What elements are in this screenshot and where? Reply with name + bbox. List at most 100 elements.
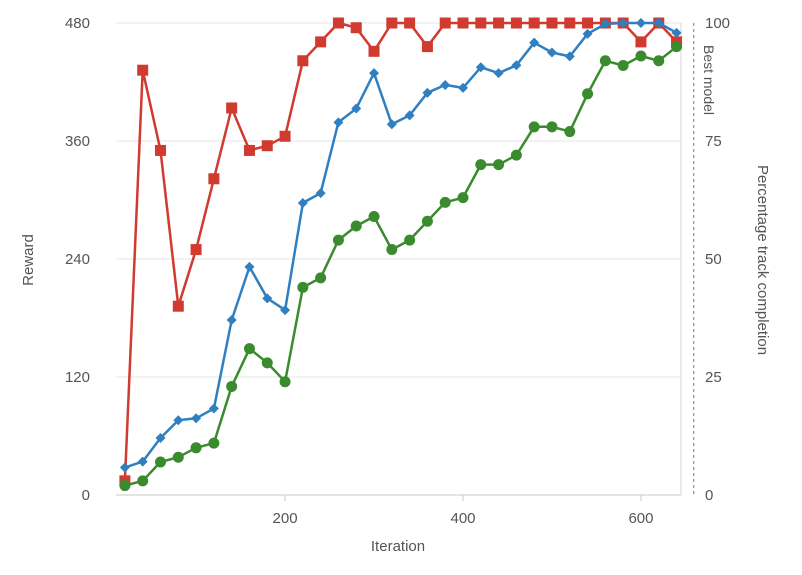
data-point-diamond: [511, 60, 522, 71]
data-point-square: [475, 17, 487, 29]
data-point-diamond: [564, 51, 575, 62]
data-point-circle: [564, 126, 576, 138]
data-point-square: [243, 144, 255, 156]
data-point-diamond: [671, 27, 682, 38]
data-point-circle: [226, 380, 238, 392]
data-point-circle: [421, 215, 433, 227]
data-point-square: [350, 22, 362, 34]
data-point-diamond: [155, 432, 166, 443]
data-point-square: [493, 17, 505, 29]
data-point-square: [315, 36, 327, 48]
data-point-square: [404, 17, 416, 29]
data-point-square: [564, 17, 576, 29]
data-point-circle: [386, 244, 398, 256]
data-point-diamond: [475, 62, 486, 73]
y-axis-title: Reward: [20, 234, 37, 286]
data-point-diamond: [635, 18, 646, 28]
tick-layer: 200 400 600 0 120 240 360 480 0 25 50 75 100: [65, 15, 730, 527]
y2-tick-label: 75: [705, 133, 722, 150]
data-point-diamond: [333, 117, 344, 128]
data-point-diamond: [173, 415, 184, 426]
data-point-circle: [297, 281, 309, 293]
y2-tick-label: 100: [705, 15, 730, 32]
data-point-square: [421, 41, 433, 53]
series-1: [119, 18, 682, 473]
data-point-circle: [119, 480, 131, 492]
y2-tick-label: 0: [705, 487, 713, 504]
x-axis-title: Iteration: [371, 538, 425, 555]
data-point-circle: [208, 437, 220, 449]
data-point-square: [279, 130, 291, 142]
data-point-square: [528, 17, 540, 29]
data-point-diamond: [191, 413, 202, 424]
data-point-circle: [154, 456, 166, 468]
data-point-square: [386, 17, 398, 29]
data-point-square: [457, 17, 469, 29]
data-point-diamond: [244, 261, 255, 272]
data-point-diamond: [600, 18, 611, 29]
y2-tick-label: 25: [705, 369, 722, 386]
data-point-circle: [528, 121, 540, 133]
data-point-circle: [368, 211, 380, 223]
data-point-circle: [475, 159, 487, 171]
data-point-circle: [279, 376, 291, 388]
y2-tick-label: 50: [705, 251, 722, 268]
series-layer: [119, 17, 683, 492]
data-point-circle: [137, 475, 149, 487]
series-2: [119, 41, 683, 492]
series-0: [119, 17, 683, 487]
data-point-diamond: [119, 462, 130, 473]
data-point-square: [154, 144, 166, 156]
data-point-circle: [599, 55, 611, 67]
data-point-circle: [546, 121, 558, 133]
data-point-diamond: [386, 119, 397, 130]
data-point-circle: [243, 343, 255, 355]
data-point-diamond: [653, 18, 664, 28]
data-point-circle: [439, 196, 451, 208]
data-point-diamond: [546, 47, 557, 58]
data-point-square: [297, 55, 309, 67]
data-point-square: [190, 244, 202, 256]
data-point-diamond: [137, 456, 148, 467]
data-point-circle: [404, 234, 416, 246]
data-point-diamond: [618, 18, 629, 28]
data-point-diamond: [493, 68, 504, 79]
data-point-diamond: [422, 87, 433, 98]
data-point-square: [208, 173, 220, 185]
series-line: [124, 45, 678, 487]
y-tick-label: 0: [82, 487, 90, 504]
annotation-layer: Best model: [693, 23, 717, 495]
data-point-square: [172, 300, 184, 312]
data-point-square: [546, 17, 558, 29]
data-point-square: [332, 17, 344, 29]
data-point-square: [368, 45, 380, 57]
data-point-diamond: [315, 188, 326, 199]
data-point-square: [226, 102, 238, 114]
data-point-circle: [635, 50, 647, 62]
data-point-diamond: [582, 28, 593, 39]
x-tick-label: 400: [450, 510, 475, 527]
data-point-circle: [510, 149, 522, 161]
data-point-circle: [457, 192, 469, 204]
data-point-diamond: [440, 79, 451, 90]
data-point-square: [137, 64, 149, 76]
data-point-diamond: [529, 37, 540, 48]
data-point-square: [510, 17, 522, 29]
data-point-diamond: [280, 305, 291, 316]
y2-axis-title: Percentage track completion: [754, 165, 771, 355]
data-point-diamond: [297, 197, 308, 208]
data-point-square: [261, 140, 273, 152]
axis-layer: [116, 23, 682, 501]
data-point-square: [439, 17, 451, 29]
y-tick-label: 240: [65, 251, 90, 268]
data-point-diamond: [262, 293, 273, 304]
data-point-diamond: [226, 314, 237, 325]
best-model-label: Best model: [701, 45, 717, 115]
x-tick-label: 200: [273, 510, 298, 527]
data-point-diamond: [458, 82, 469, 93]
data-point-circle: [190, 442, 202, 454]
data-point-diamond: [369, 68, 380, 79]
data-point-circle: [332, 234, 344, 246]
